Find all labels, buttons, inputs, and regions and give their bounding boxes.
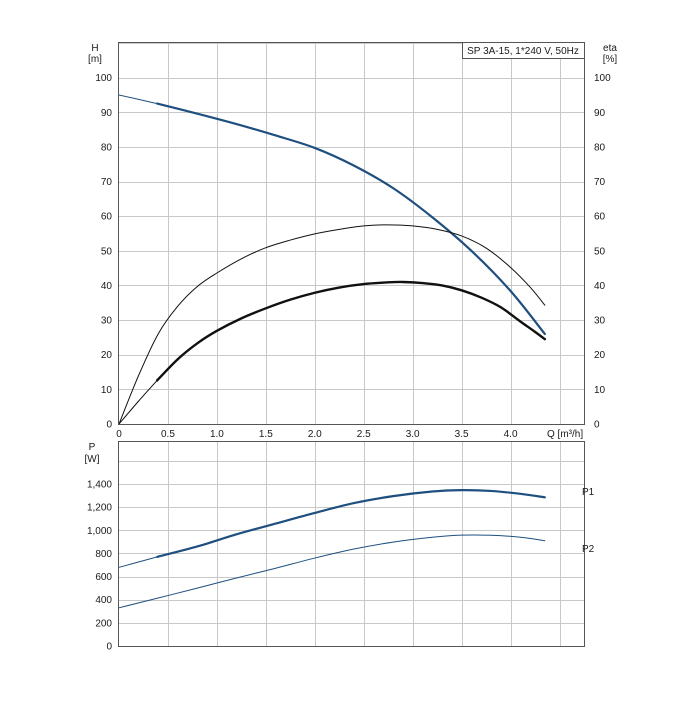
q-tick-label: 0 [116, 429, 122, 440]
eta-tick-label: 70 [594, 177, 606, 188]
p1-series-label: P1 [582, 487, 595, 498]
total-efficiency-line [118, 224, 546, 425]
p-tick-label: 200 [95, 618, 112, 629]
p-axis-unit: [W] [85, 454, 100, 465]
q-tick-label: 3.5 [455, 429, 469, 440]
q-tick-label: 1.0 [210, 429, 224, 440]
eta-tick-label: 90 [594, 108, 606, 119]
h-tick-label: 20 [101, 350, 113, 361]
q-axis-tick-labels: 0 0.5 1.0 1.5 2.0 2.5 3.0 3.5 4.0 [116, 429, 518, 440]
h-tick-label: 10 [101, 385, 113, 396]
eta-tick-label: 0 [594, 420, 600, 431]
power-chart-grid [119, 442, 584, 646]
head-chart-grid [119, 43, 584, 424]
q-axis-label: Q [m³/h] [547, 429, 583, 440]
p-tick-label: 1,200 [87, 503, 112, 514]
p-tick-label: 600 [95, 572, 112, 583]
h-axis-name: H [91, 43, 98, 54]
q-tick-label: 3.0 [406, 429, 420, 440]
eta-tick-label: 40 [594, 281, 606, 292]
p1-line [156, 489, 546, 558]
q-tick-label: 2.0 [308, 429, 322, 440]
hydraulic-efficiency-thin-line [118, 379, 158, 425]
hydraulic-efficiency-line [155, 280, 547, 382]
head-chart-series [118, 94, 547, 425]
eta-axis-tick-labels: 0 10 20 30 40 50 60 70 80 90 100 [594, 73, 611, 430]
q-tick-label: 1.5 [259, 429, 273, 440]
eta-axis-name: eta [603, 43, 617, 54]
p-tick-label: 1,000 [87, 526, 112, 537]
eta-tick-label: 60 [594, 212, 606, 223]
eta-tick-label: 50 [594, 246, 606, 257]
head-thin-line [118, 94, 158, 105]
h-tick-label: 30 [101, 316, 113, 327]
chart-title-box [462, 42, 585, 59]
p-tick-label: 800 [95, 549, 112, 560]
p-axis-tick-labels: 0 200 400 600 800 1,000 1,200 1,400 [87, 480, 112, 653]
q-tick-label: 4.0 [504, 429, 518, 440]
eta-tick-label: 20 [594, 350, 606, 361]
eta-tick-label: 80 [594, 142, 606, 153]
h-tick-label: 40 [101, 281, 113, 292]
h-axis-tick-labels: 0 10 20 30 40 50 60 70 80 90 100 [95, 73, 112, 430]
chart-title: SP 3A-15, 1*240 V, 50Hz [467, 46, 579, 57]
h-tick-label: 50 [101, 246, 113, 257]
power-chart-series [118, 489, 546, 609]
h-tick-label: 70 [101, 177, 113, 188]
eta-tick-label: 30 [594, 316, 606, 327]
h-axis-unit: [m] [88, 54, 102, 65]
p2-line [118, 534, 546, 609]
h-tick-label: 90 [101, 108, 113, 119]
eta-axis-unit: [%] [603, 54, 618, 65]
power-chart-frame [118, 441, 585, 647]
p-tick-label: 400 [95, 595, 112, 606]
q-tick-label: 0.5 [161, 429, 175, 440]
p-tick-label: 0 [106, 642, 112, 653]
h-tick-label: 0 [106, 420, 112, 431]
p-axis-name: P [89, 442, 96, 453]
p1-thin-line [118, 556, 158, 568]
p2-series-label: P2 [582, 544, 595, 555]
q-tick-label: 2.5 [357, 429, 371, 440]
head-line [156, 102, 546, 336]
p-tick-label: 1,400 [87, 480, 112, 491]
h-tick-label: 60 [101, 212, 113, 223]
h-tick-label: 80 [101, 142, 113, 153]
head-chart-frame [118, 42, 585, 425]
eta-tick-label: 100 [594, 73, 611, 84]
eta-tick-label: 10 [594, 385, 606, 396]
h-tick-label: 100 [95, 73, 112, 84]
